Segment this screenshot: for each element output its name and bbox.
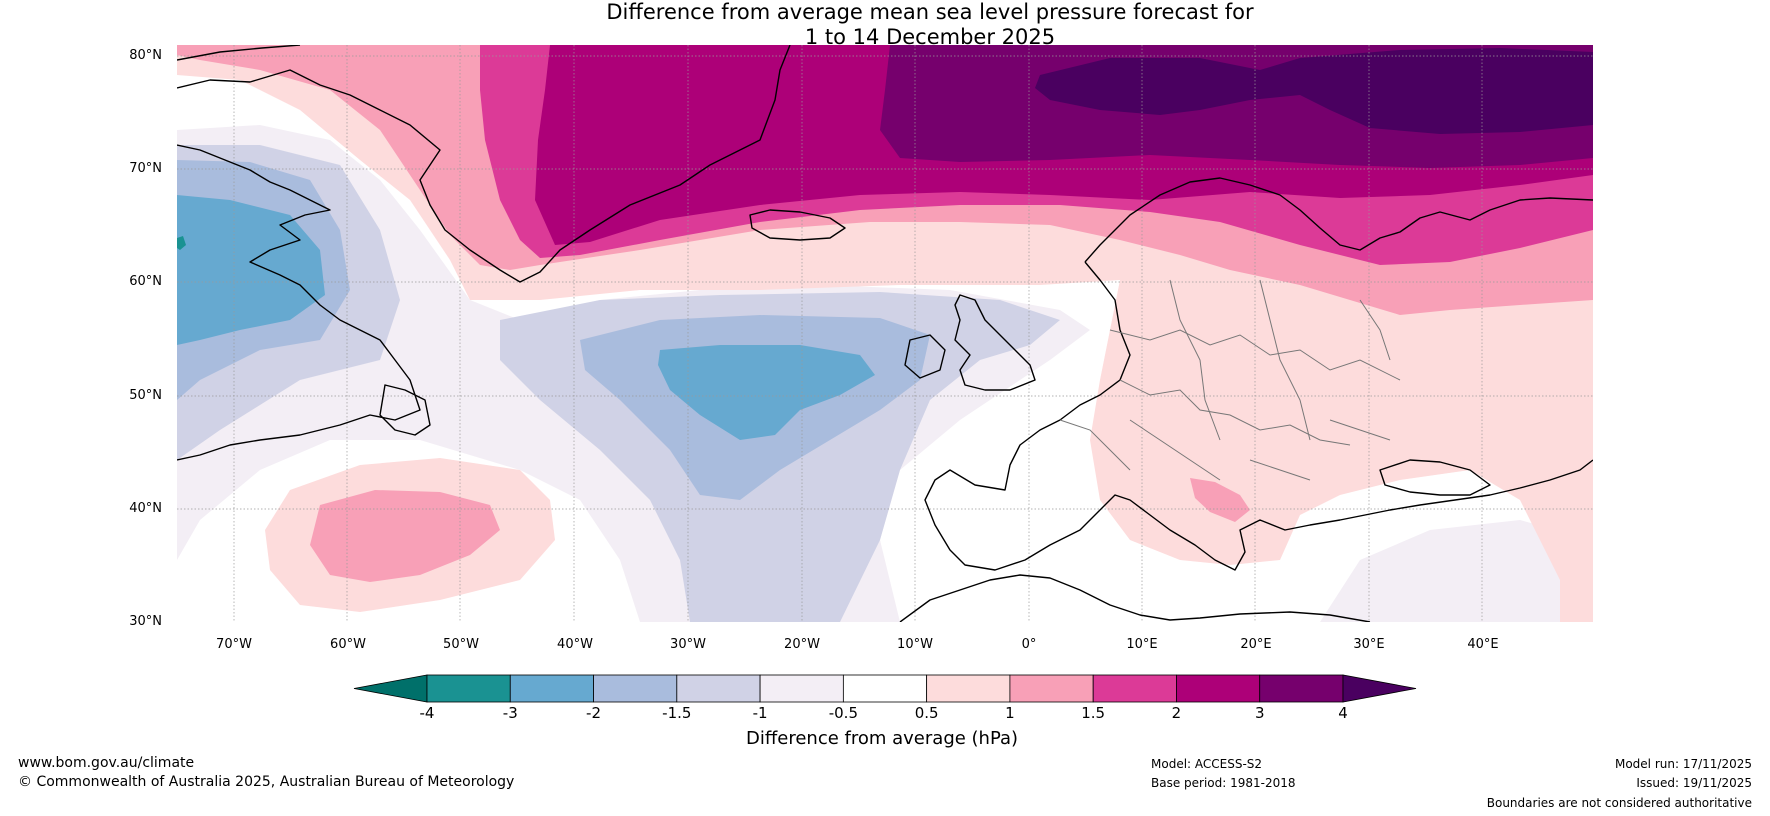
colorbar-segment [426,674,511,703]
colorbar [353,674,1417,703]
map-panel [177,45,1593,622]
lat-label-60n: 60°N [129,274,162,289]
iceland-coastline [749,209,846,241]
colorbar-tick-label: 1 [1005,704,1015,722]
footer-website: www.bom.gov.au/climate [18,755,195,771]
lon-label-20w: 20°W [784,637,820,652]
colorbar-tick-label: -0.5 [828,704,858,722]
positive-anomaly-north-max [1035,48,1593,134]
colorbar-segment [1176,674,1261,703]
greenland-coastline [177,45,791,283]
lon-label-60w: 60°W [330,637,366,652]
colorbar-segment [1259,674,1344,703]
lon-label-70w: 70°W [216,637,252,652]
colorbar-segment [1092,674,1177,703]
negative-anomaly-area-east [1320,520,1593,622]
colorbar-title: Difference from average (hPa) [746,728,1019,749]
positive-anomaly-atlantic-core [310,490,500,582]
colorbar-segment [759,674,844,703]
coastlines [177,45,1593,622]
positive-anomaly-italy [1190,478,1250,522]
baffin-coastline [177,144,421,461]
colorbar-tick-label: -3 [502,704,518,722]
colorbar-segment [1009,674,1094,703]
colorbar-tick-label: 0.5 [914,704,939,722]
newfoundland-coastline [379,384,431,436]
colorbar-segment [509,674,594,703]
negative-anomaly-labrador-core [177,195,325,345]
colorbar-tick-label: -4 [419,704,435,722]
north-africa-coastline [899,574,1371,622]
footer-model-run: Model run: 17/11/2025 [1614,757,1752,771]
colorbar-tick-label: -1.5 [662,704,692,722]
lat-label-80n: 80°N [129,48,162,63]
colorbar-tick-label: -2 [586,704,602,722]
colorbar-segment [926,674,1011,703]
lon-label-40e: 40°E [1467,637,1499,652]
colorbar-tick-label: 3 [1254,704,1265,722]
colorbar-under-arrow [353,674,428,703]
british-isles-coastline [904,294,1036,391]
lon-label-10w: 10°W [897,637,933,652]
lon-label-20e: 20°E [1240,637,1272,652]
footer-model: Model: ACCESS-S2 [1151,757,1263,771]
negative-anomaly-labrador-min [177,236,186,250]
colorbar-over-arrow [1342,674,1417,703]
lon-label-10e: 10°E [1126,637,1158,652]
lat-label-40n: 40°N [129,501,162,516]
lat-label-50n: 50°N [129,388,162,403]
colorbar-tick-label: -1 [752,704,768,722]
title-line-1: Difference from average mean sea level p… [606,0,1254,24]
black-sea-coastline [1379,459,1491,496]
footer-issued: Issued: 19/11/2025 [1636,776,1752,790]
colorbar-tick-label: 4 [1338,704,1348,722]
footer-disclaimer: Boundaries are not considered authoritat… [1486,796,1752,810]
map-title: Difference from average mean sea level p… [0,0,1770,50]
lon-label-40w: 40°W [557,637,593,652]
country-borders [1059,279,1401,481]
colorbar-tick-label: 1.5 [1081,704,1106,722]
lat-label-30n: 30°N [129,614,162,629]
negative-anomaly-atlantic-core [658,345,875,440]
footer-copyright: © Commonwealth of Australia 2025, Austra… [18,774,515,790]
colorbar-tick-label: 2 [1171,704,1182,722]
lon-label-30w: 30°W [670,637,706,652]
footer-base-period: Base period: 1981-2018 [1151,776,1296,790]
lon-label-30e: 30°E [1353,637,1385,652]
lon-label-50w: 50°W [443,637,479,652]
colorbar-segment [676,674,761,703]
europe-coastline [924,177,1593,571]
lat-label-70n: 70°N [129,161,162,176]
colorbar-segment [842,674,928,703]
colorbar-segment [593,674,678,703]
lon-label-0: 0° [1021,637,1037,652]
gridlines [177,45,1593,622]
